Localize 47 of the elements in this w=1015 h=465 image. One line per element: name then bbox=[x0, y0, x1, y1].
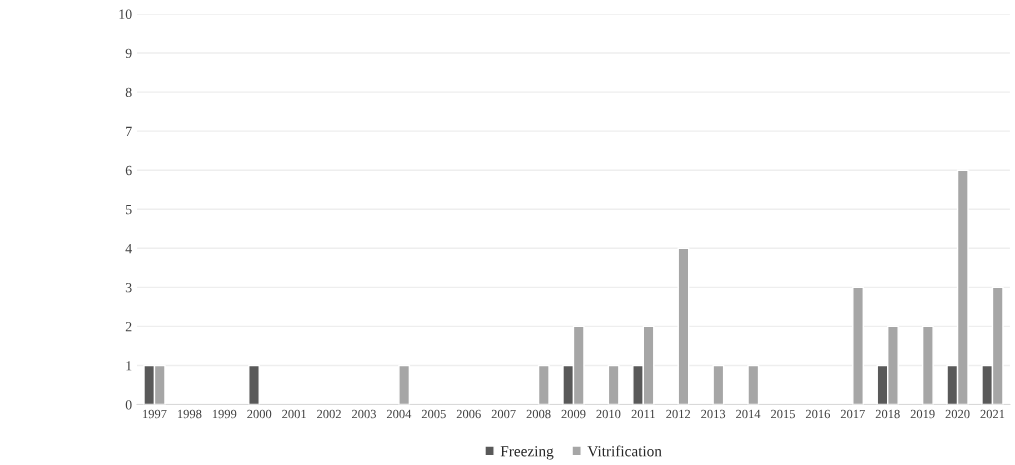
legend-label: Vitrification bbox=[587, 445, 662, 457]
y-tick-label: 8 bbox=[125, 87, 132, 98]
x-tick-label: 1998 bbox=[178, 409, 202, 419]
bar bbox=[712, 364, 725, 405]
x-tick-label: 2017 bbox=[840, 409, 865, 419]
x-tick-label: 2013 bbox=[701, 409, 726, 419]
y-tick-label: 3 bbox=[125, 282, 132, 293]
y-tick-label: 9 bbox=[125, 48, 132, 58]
bar bbox=[607, 364, 620, 405]
x-tick-label: 2000 bbox=[247, 409, 272, 419]
x-tick-label: 2002 bbox=[317, 409, 341, 419]
y-tick-label: 1 bbox=[126, 361, 132, 371]
x-tick-label: 2011 bbox=[631, 409, 655, 419]
x-tick-label: 2018 bbox=[875, 409, 900, 419]
x-tick-label: 2007 bbox=[491, 409, 516, 419]
bar bbox=[248, 364, 260, 405]
x-tick-label: 2021 bbox=[980, 409, 1005, 419]
y-tick-label: 7 bbox=[126, 126, 132, 136]
x-tick-label: 2012 bbox=[666, 409, 691, 419]
legend-label: Freezing bbox=[500, 446, 554, 460]
y-tick-label: 5 bbox=[126, 204, 132, 215]
x-tick-label: 1999 bbox=[212, 409, 237, 419]
bar bbox=[537, 364, 550, 405]
x-tick-label: 2003 bbox=[352, 409, 376, 419]
y-tick-label: 6 bbox=[125, 165, 132, 176]
x-tick-label: 2004 bbox=[386, 409, 412, 419]
x-tick-label: 1997 bbox=[143, 409, 167, 419]
x-tick-label: 2019 bbox=[910, 409, 935, 419]
x-tick-label: 2014 bbox=[736, 409, 761, 419]
x-tick-label: 2015 bbox=[771, 409, 795, 419]
bar bbox=[921, 325, 934, 405]
x-tick-label: 2020 bbox=[945, 409, 970, 419]
y-tick-label: 2 bbox=[125, 322, 132, 332]
x-tick-label: 2005 bbox=[421, 409, 446, 419]
x-tick-label: 2016 bbox=[805, 409, 831, 419]
bar bbox=[398, 364, 411, 405]
x-tick-label: 2008 bbox=[526, 409, 551, 419]
x-tick-label: 2010 bbox=[596, 409, 621, 419]
bar bbox=[747, 364, 760, 405]
x-tick-label: 2001 bbox=[282, 409, 306, 419]
y-tick-label: 4 bbox=[125, 243, 132, 254]
bar bbox=[852, 286, 864, 405]
y-tick-label: 0 bbox=[125, 400, 132, 410]
bar bbox=[677, 247, 690, 405]
x-tick-label: 2009 bbox=[561, 409, 586, 419]
x-tick-label: 2006 bbox=[456, 409, 481, 419]
y-tick-label: 10 bbox=[119, 9, 132, 19]
